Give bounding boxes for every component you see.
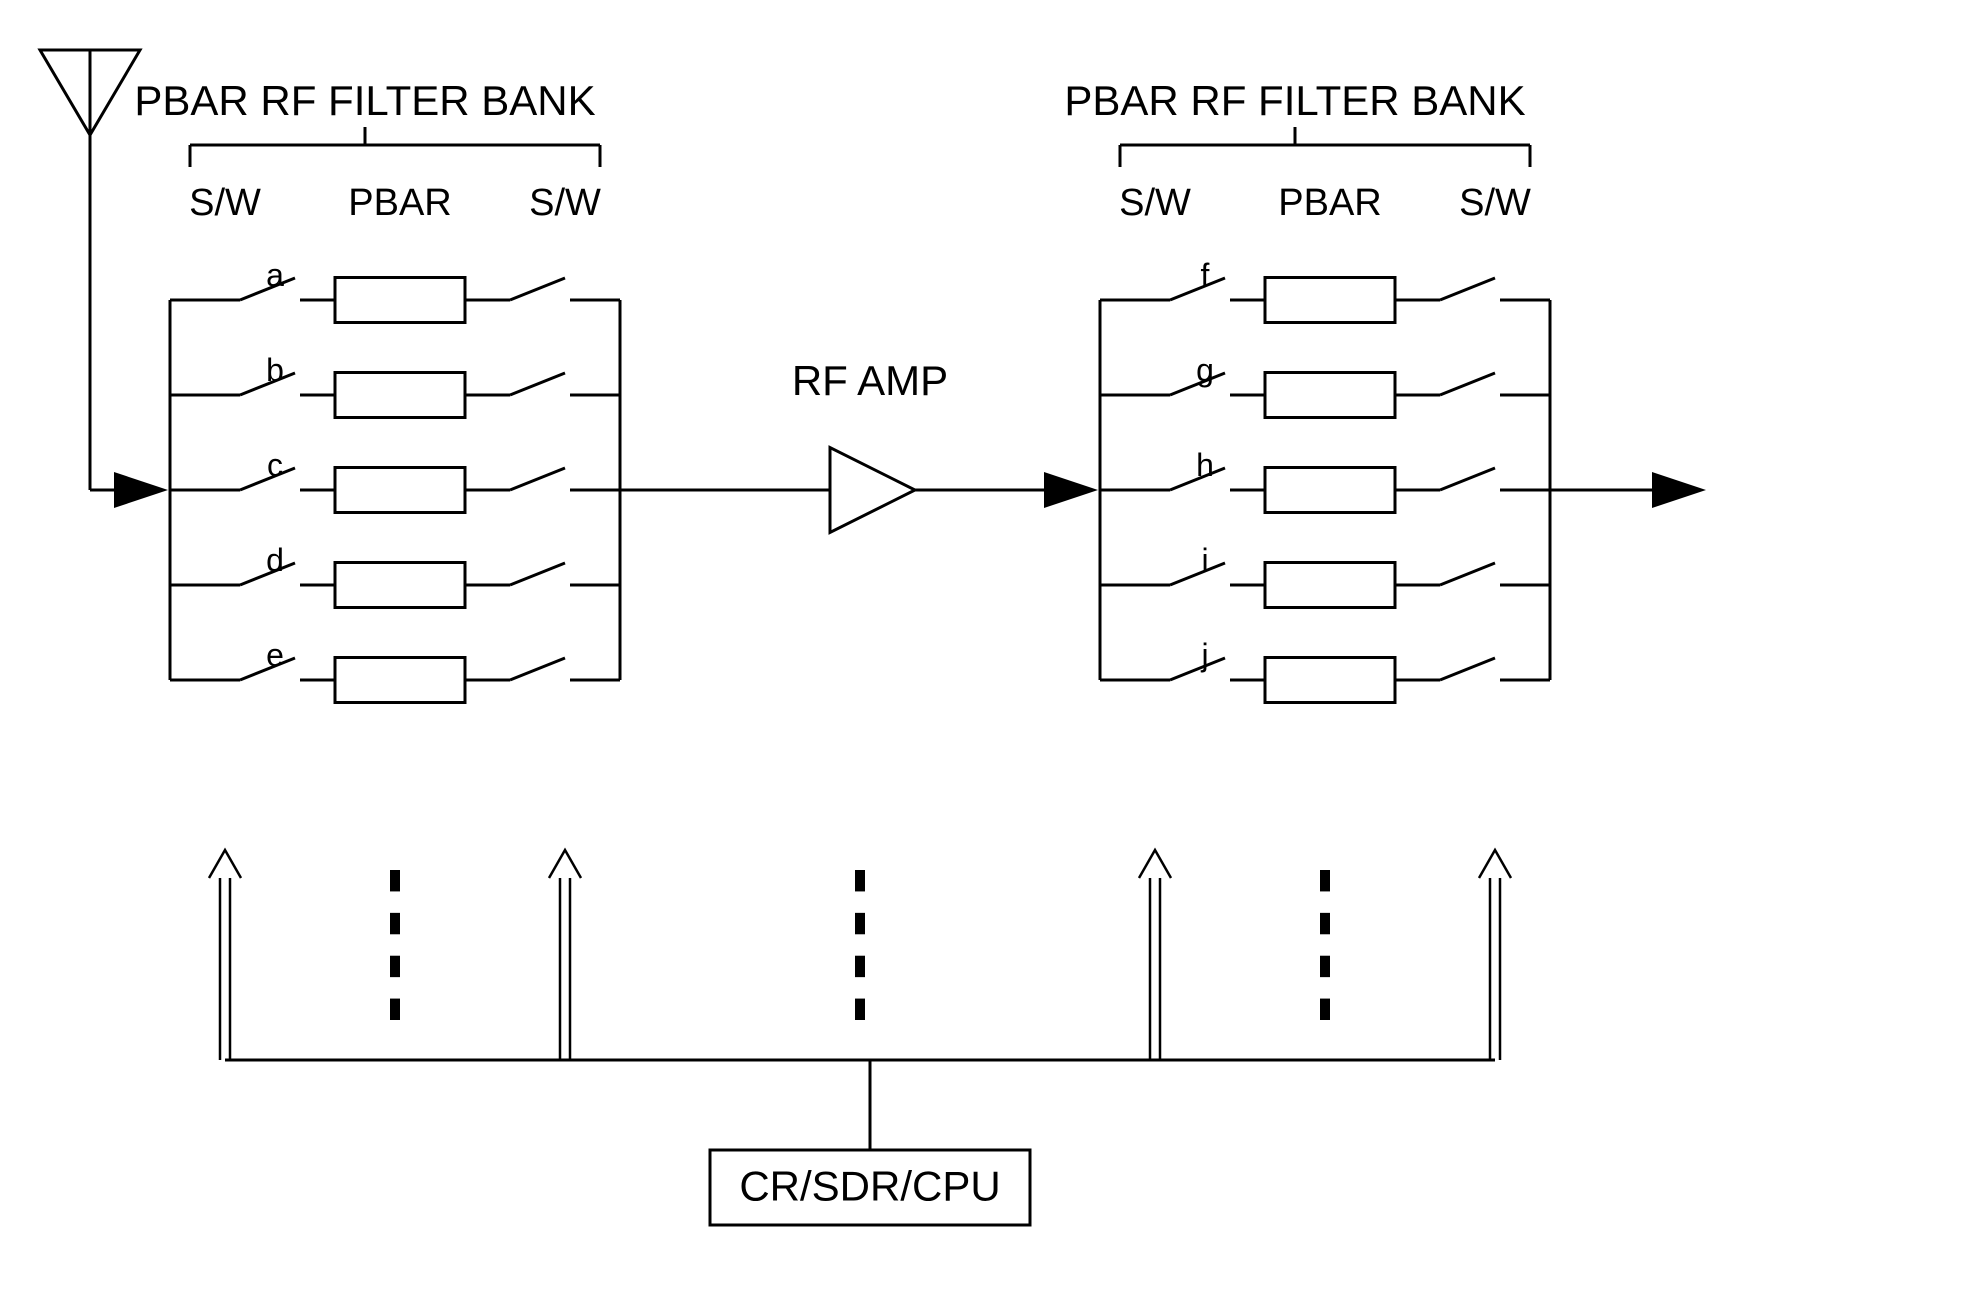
sw-label: S/W: [189, 182, 261, 224]
controller-label: CR/SDR/CPU: [739, 1163, 1000, 1210]
pbar-box: [335, 373, 465, 418]
pbar-box: [335, 658, 465, 703]
sw-label: S/W: [529, 182, 601, 224]
rf-amp-label: RF AMP: [792, 357, 948, 404]
pbar-box: [1265, 373, 1395, 418]
sw-label: S/W: [1459, 182, 1531, 224]
pbar-box: [335, 278, 465, 323]
sw-label: S/W: [1119, 182, 1191, 224]
pbar-box: [1265, 278, 1395, 323]
pbar-box: [1265, 658, 1395, 703]
bank2-title: PBAR RF FILTER BANK: [1064, 77, 1525, 124]
pbar-box: [335, 563, 465, 608]
pbar-label: PBAR: [1278, 182, 1381, 224]
pbar-box: [1265, 468, 1395, 513]
pbar-box: [335, 468, 465, 513]
pbar-box: [1265, 563, 1395, 608]
pbar-label: PBAR: [348, 182, 451, 224]
bank1-title: PBAR RF FILTER BANK: [134, 77, 595, 124]
